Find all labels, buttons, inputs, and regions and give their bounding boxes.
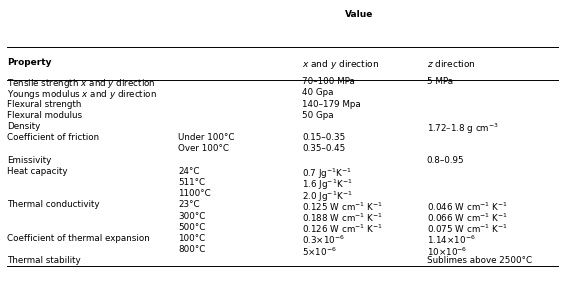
Text: 40 Gpa: 40 Gpa — [302, 88, 334, 97]
Text: 0.126 W cm$^{-1}$ K$^{-1}$: 0.126 W cm$^{-1}$ K$^{-1}$ — [302, 223, 383, 235]
Text: 511°C: 511°C — [178, 178, 205, 187]
Text: 300°C: 300°C — [178, 212, 205, 221]
Text: 100°C: 100°C — [178, 234, 205, 243]
Text: 1.14×10$^{-6}$: 1.14×10$^{-6}$ — [427, 234, 475, 246]
Text: Over 100°C: Over 100°C — [178, 144, 229, 153]
Text: Flexural strength: Flexural strength — [7, 100, 81, 109]
Text: 0.15–0.35: 0.15–0.35 — [302, 133, 346, 142]
Text: Emissivity: Emissivity — [7, 155, 51, 164]
Text: 0.046 W cm$^{-1}$ K$^{-1}$: 0.046 W cm$^{-1}$ K$^{-1}$ — [427, 200, 507, 213]
Text: 23°C: 23°C — [178, 200, 199, 209]
Text: 1.72–1.8 g cm$^{-3}$: 1.72–1.8 g cm$^{-3}$ — [427, 122, 498, 136]
Text: 0.8–0.95: 0.8–0.95 — [427, 155, 464, 164]
Text: Heat capacity: Heat capacity — [7, 167, 67, 176]
Text: 5×10$^{-6}$: 5×10$^{-6}$ — [302, 245, 337, 258]
Text: 0.188 W cm$^{-1}$ K$^{-1}$: 0.188 W cm$^{-1}$ K$^{-1}$ — [302, 212, 383, 224]
Text: $z$ direction: $z$ direction — [427, 58, 475, 69]
Text: 0.3×10$^{-6}$: 0.3×10$^{-6}$ — [302, 234, 345, 246]
Text: 0.066 W cm$^{-1}$ K$^{-1}$: 0.066 W cm$^{-1}$ K$^{-1}$ — [427, 212, 507, 224]
Text: Coefficient of friction: Coefficient of friction — [7, 133, 99, 142]
Text: $x$ and $y$ direction: $x$ and $y$ direction — [302, 58, 380, 71]
Text: 2.0 Jg$^{-1}$K$^{-1}$: 2.0 Jg$^{-1}$K$^{-1}$ — [302, 189, 353, 203]
Text: Tensile strength $x$ and $y$ direction: Tensile strength $x$ and $y$ direction — [7, 77, 155, 90]
Text: Thermal stability: Thermal stability — [7, 256, 80, 265]
Text: Flexural modulus: Flexural modulus — [7, 111, 82, 120]
Text: 10×10$^{-6}$: 10×10$^{-6}$ — [427, 245, 467, 258]
Text: Under 100°C: Under 100°C — [178, 133, 234, 142]
Text: Coefficient of thermal expansion: Coefficient of thermal expansion — [7, 234, 150, 243]
Text: 500°C: 500°C — [178, 223, 205, 232]
Text: 1.6 Jg$^{-1}$K$^{-1}$: 1.6 Jg$^{-1}$K$^{-1}$ — [302, 178, 353, 192]
Text: 5 MPa: 5 MPa — [427, 77, 453, 86]
Text: 0.075 W cm$^{-1}$ K$^{-1}$: 0.075 W cm$^{-1}$ K$^{-1}$ — [427, 223, 507, 235]
Text: 140–179 Mpa: 140–179 Mpa — [302, 100, 361, 109]
Text: 50 Gpa: 50 Gpa — [302, 111, 334, 120]
Text: Thermal conductivity: Thermal conductivity — [7, 200, 99, 209]
Text: 0.35–0.45: 0.35–0.45 — [302, 144, 346, 153]
Text: Youngs modulus $x$ and $y$ direction: Youngs modulus $x$ and $y$ direction — [7, 88, 157, 101]
Text: Density: Density — [7, 122, 40, 131]
Text: Property: Property — [7, 58, 51, 67]
Text: Sublimes above 2500°C: Sublimes above 2500°C — [427, 256, 532, 265]
Text: 0.7 Jg$^{-1}$K$^{-1}$: 0.7 Jg$^{-1}$K$^{-1}$ — [302, 167, 352, 181]
Text: 24°C: 24°C — [178, 167, 199, 176]
Text: 1100°C: 1100°C — [178, 189, 211, 198]
Text: 800°C: 800°C — [178, 245, 205, 254]
Text: 0.125 W cm$^{-1}$ K$^{-1}$: 0.125 W cm$^{-1}$ K$^{-1}$ — [302, 200, 383, 213]
Text: 70–100 MPa: 70–100 MPa — [302, 77, 355, 86]
Text: Value: Value — [345, 10, 373, 19]
